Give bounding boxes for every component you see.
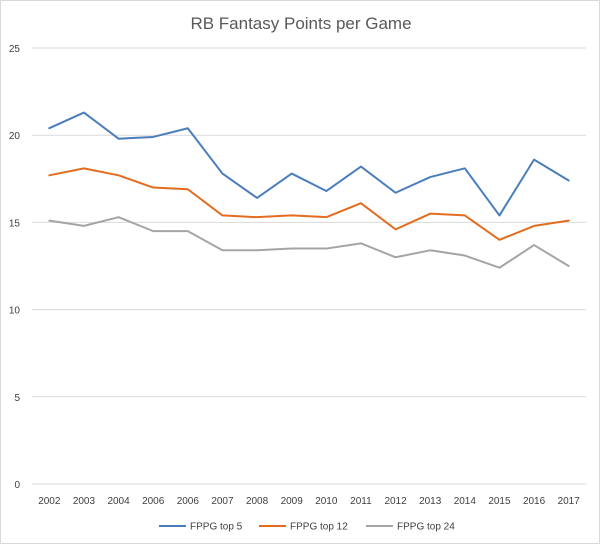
x-tick-label: 2009 (281, 496, 304, 507)
legend-label-1: FPPG top 5 (190, 522, 243, 533)
y-tick-label: 10 (9, 306, 21, 317)
x-tick-label: 2012 (384, 496, 407, 507)
y-tick-label: 25 (9, 44, 21, 55)
x-tick-label: 2002 (38, 496, 61, 507)
x-tick-label: 2010 (315, 496, 338, 507)
legend-label-3: FPPG top 24 (397, 522, 455, 533)
series-layer (48, 111, 570, 269)
grid-layer (32, 47, 586, 485)
x-tick-label: 2016 (523, 496, 546, 507)
x-tick-label: 2015 (488, 496, 511, 507)
x-tick-label: 2003 (73, 496, 96, 507)
x-tick-label: 2014 (454, 496, 477, 507)
series-line-1 (48, 111, 570, 217)
legend: FPPG top 5 FPPG top 12 FPPG top 24 (159, 522, 455, 533)
series-line-2 (48, 167, 570, 241)
y-tick-label: 5 (14, 393, 20, 404)
y-tick-label: 15 (9, 218, 21, 229)
x-tick-label: 2004 (107, 496, 130, 507)
series-line-3 (48, 216, 570, 269)
y-tick-label: 20 (9, 131, 21, 142)
x-tick-label: 2007 (211, 496, 234, 507)
legend-label-2: FPPG top 12 (290, 522, 348, 533)
x-tick-label: 2006 (177, 496, 200, 507)
chart-title: RB Fantasy Points per Game (190, 14, 411, 33)
x-tick-label: 2017 (558, 496, 581, 507)
y-tick-label: 0 (14, 480, 20, 491)
x-tick-label: 2011 (350, 496, 372, 507)
x-tick-label: 2006 (142, 496, 165, 507)
x-tick-label: 2008 (246, 496, 269, 507)
x-tick-label: 2013 (419, 496, 442, 507)
y-axis-ticks: 0 5 10 15 20 25 (9, 44, 21, 491)
x-axis-ticks: 2002 2003 2004 2006 2006 2007 2008 2009 2010 2011… (38, 496, 580, 507)
